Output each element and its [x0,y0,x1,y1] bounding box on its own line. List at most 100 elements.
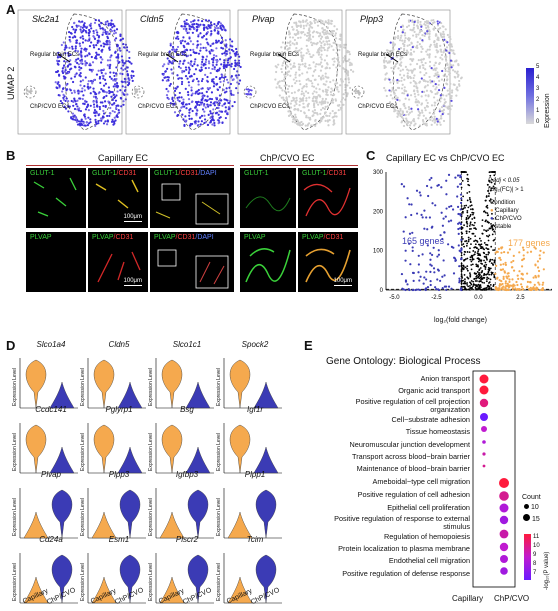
umap-cell [413,30,416,33]
umap-cell [397,34,400,38]
violin-ylabel: Expression Level [148,562,154,601]
violin-ylabel: Expression Level [216,497,222,536]
volcano-point-chp [442,217,445,220]
umap-cell [237,82,240,85]
volcano-point [469,275,472,278]
volcano-point [475,239,478,242]
umap-cell [172,104,175,107]
umap-cell [99,56,102,59]
umap-cell [453,52,456,56]
volcano-point-chp [444,215,447,218]
umap-cell [223,59,226,62]
umap-cell [84,29,87,33]
volcano-point [463,266,465,268]
volcano-point [486,276,489,279]
umap-cell [189,48,192,52]
volcano-point [488,179,490,182]
volcano-point [475,265,478,268]
umap-cell [200,120,203,123]
volcano-point [483,259,485,262]
umap-cell [308,53,311,56]
umap-cell [72,28,75,31]
volcano-point-capillary [496,250,499,254]
umap-cell [97,47,100,51]
umap-cell [195,51,198,55]
micrograph-chp-plvap-cd31: PLVAP/CD31 100μm [298,232,358,292]
volcano-point [469,201,472,204]
volcano-point [474,235,477,238]
volcano-point-chp [456,205,460,208]
volcano-point-chp [459,250,462,253]
umap-cell [199,23,202,26]
volcano-point-capillary [494,272,497,275]
umap-cell [86,104,89,108]
umap-chp-cell [249,92,252,95]
volcano-point-capillary [531,287,534,290]
umap-cell [318,101,321,104]
umap-cell [434,82,437,86]
umap-cell [441,58,444,61]
umap-cell [315,91,318,94]
volcano-point-chp [412,288,415,292]
umap-cell [64,52,67,55]
umap-cell [205,49,208,52]
volcano-point-capillary [510,284,513,287]
umap-cell [439,123,442,126]
volcano-point-capillary [510,266,514,269]
umap-cell [168,84,171,87]
umap-cell [341,80,344,83]
volcano-point-capillary [512,283,515,286]
umap-cell [284,75,287,78]
umap-cell [288,46,291,50]
umap-cell [207,113,210,116]
umap-cell [186,90,190,94]
umap-cell [399,107,402,111]
go-term: Endothelial cell migration [388,556,470,565]
violin-chp [187,489,209,539]
umap-chp-cell [26,93,29,96]
umap-cell [207,66,210,70]
umap-cell [110,54,113,57]
violin-grid [19,358,282,604]
volcano-point [478,284,481,287]
umap-cell [307,116,310,119]
umap-cell [208,62,211,65]
umap-cell [108,91,111,95]
umap-cell [383,56,387,59]
umap-cell [319,37,323,40]
umap-cell [448,35,452,39]
umap-cell [188,25,191,28]
volcano-point-capillary [512,269,516,272]
umap-cell [113,78,116,81]
umap-cell [409,51,413,55]
umap-cell [329,22,332,25]
umap-cell [204,66,207,70]
volcano-point [479,286,482,289]
umap-cell [421,90,424,93]
umap-cell [58,84,61,87]
umap-cell [452,69,455,72]
volcano-point-chp [435,288,438,291]
volcano-point-capillary [532,276,535,279]
volcano-point-chp [404,216,407,219]
count-legend-10: 10 [524,504,539,511]
umap-cell [56,54,60,57]
umap-cell [294,118,297,121]
umap-cell [291,120,294,123]
volcano-point-capillary [508,248,511,251]
volcano-y-tick: 0 [380,288,384,294]
umap-cell [105,94,108,97]
umap-cell [228,48,231,51]
go-dot [500,555,508,563]
umap-cell [114,106,118,110]
umap-cell [194,105,197,108]
umap-cell [285,44,288,48]
umap-cell [120,80,123,83]
go-term: Positive regulation of response to exter… [334,514,470,523]
umap-cell [426,105,430,108]
umap-cell [320,44,323,47]
umap-cell [101,101,104,104]
umap-cell [417,27,420,30]
volcano-point-capillary [515,280,518,284]
volcano-point-chp [400,183,403,186]
